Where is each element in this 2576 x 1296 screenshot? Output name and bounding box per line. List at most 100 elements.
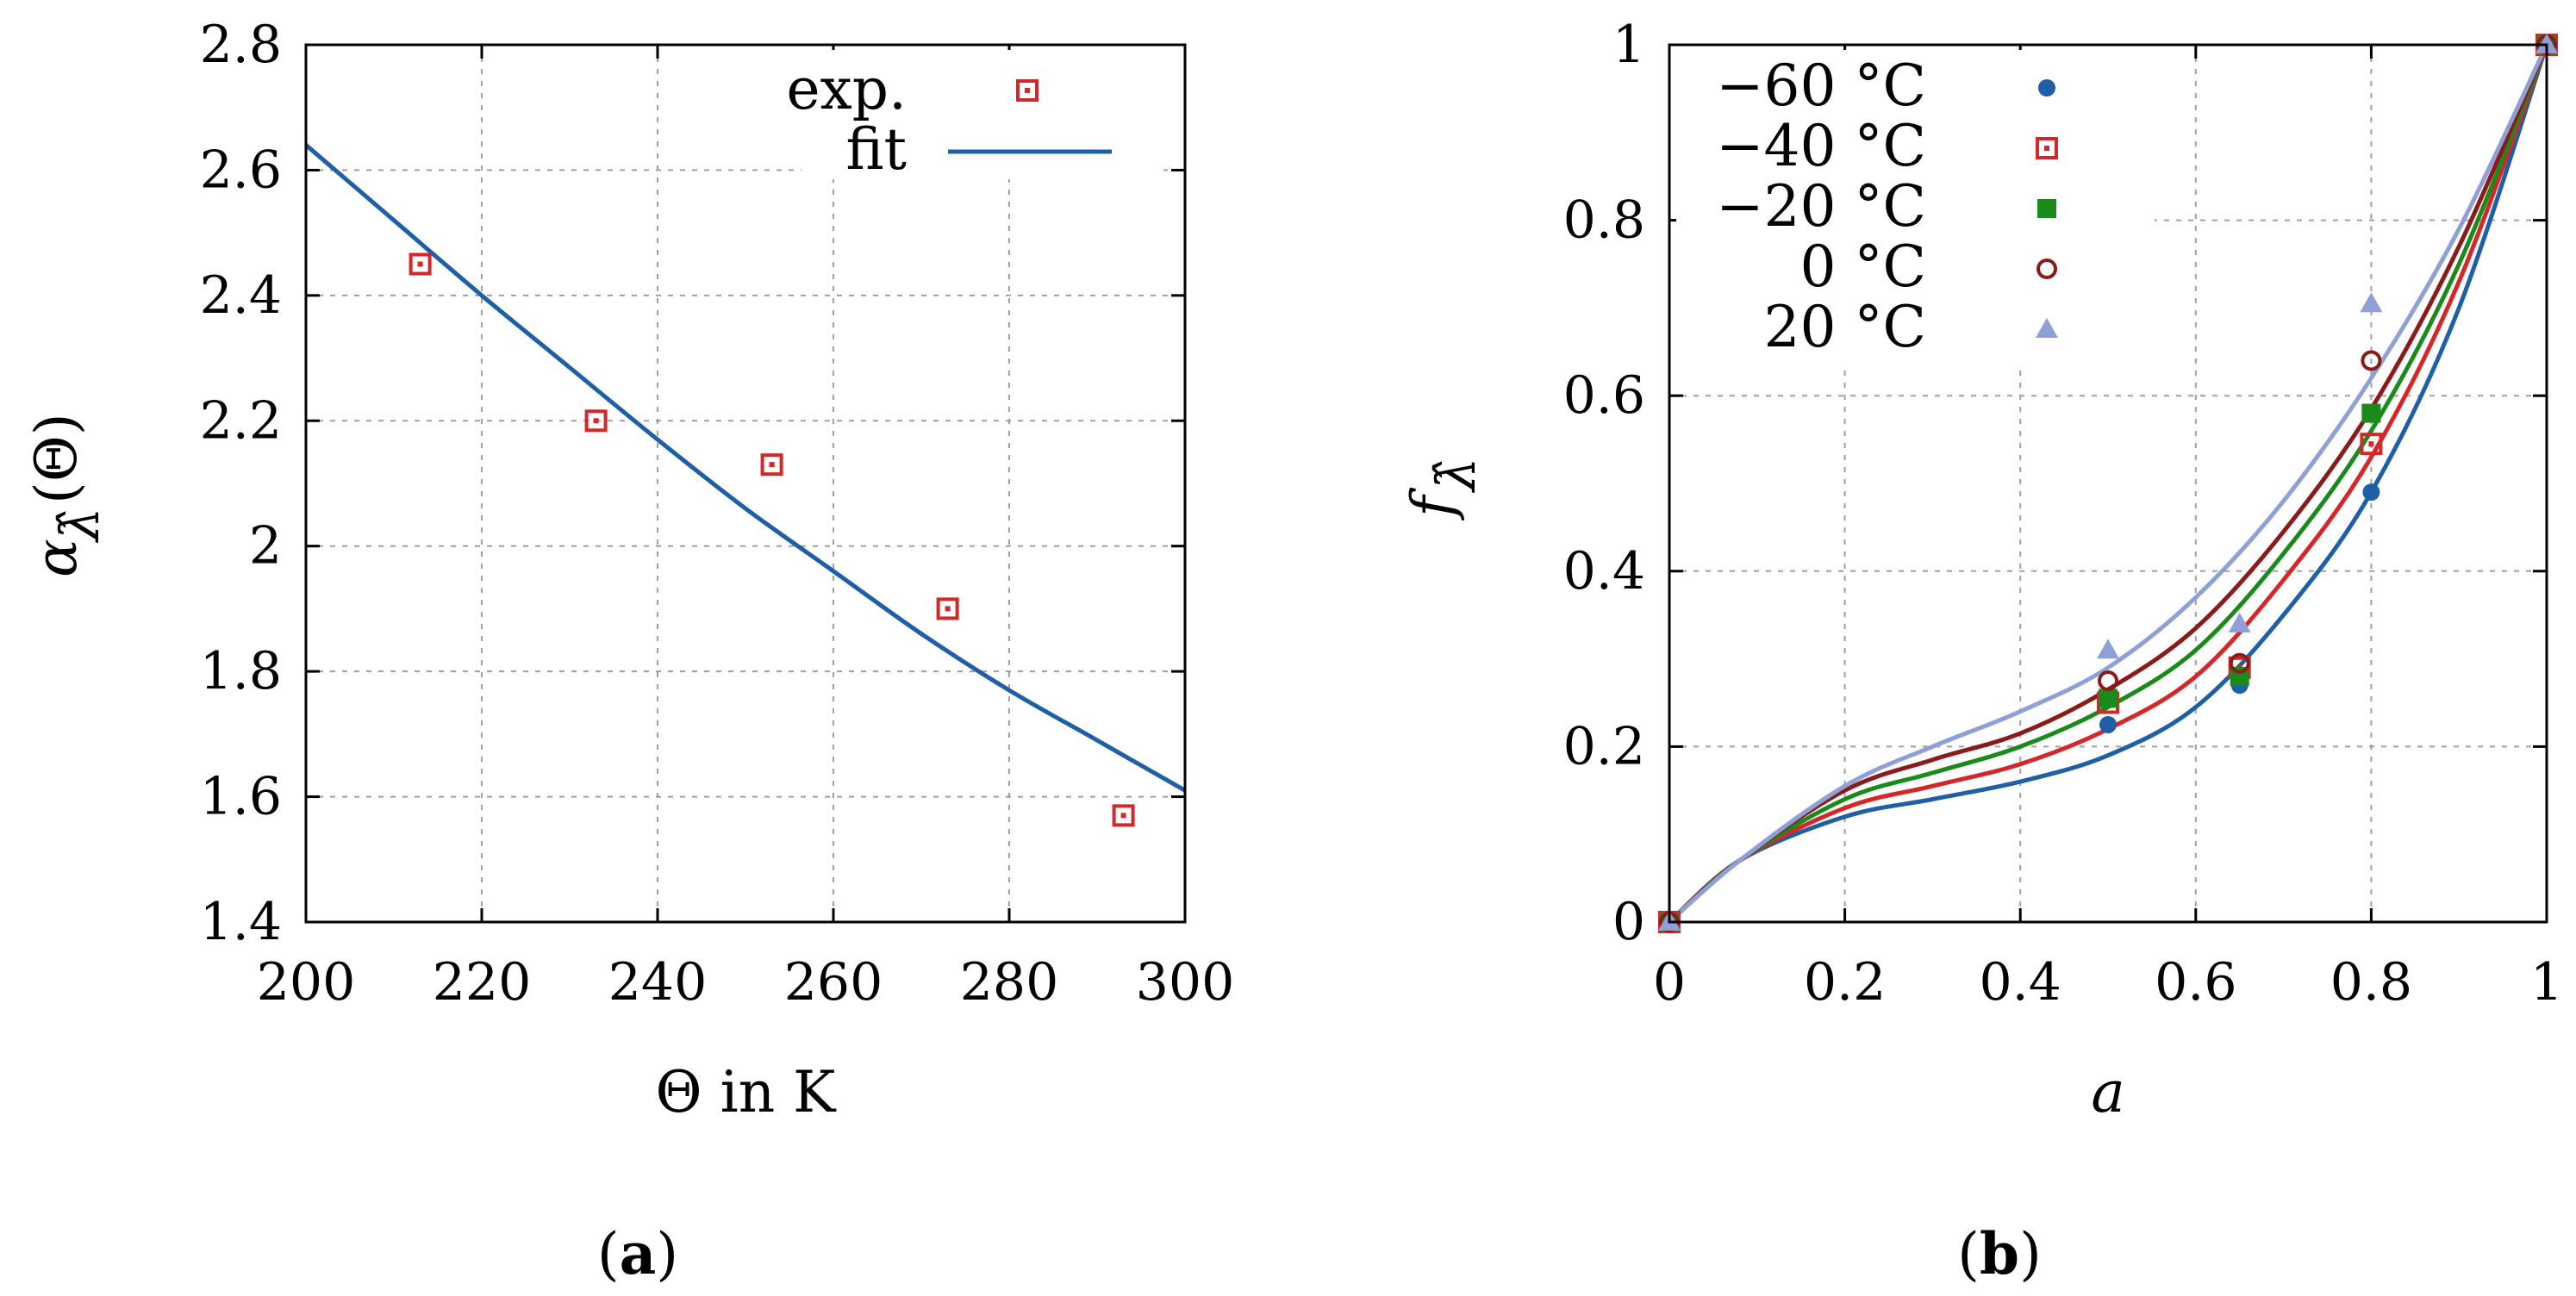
x-axis-label: a — [2091, 1059, 2124, 1125]
plot-frame — [1668, 43, 2548, 924]
exp-point-dot — [417, 261, 423, 267]
caption-paren: ( — [1957, 1221, 1980, 1287]
series-point-4 — [2228, 612, 2251, 632]
y-tick-label: 2.6 — [200, 140, 282, 200]
legend-label-exp: exp. — [786, 56, 907, 122]
series-point-3 — [2361, 350, 2382, 371]
series-point-1 — [2360, 433, 2383, 456]
caption-paren: ) — [656, 1221, 678, 1287]
exp-point-box — [936, 597, 959, 620]
exp-point-box — [760, 453, 783, 477]
series-point-2 — [2099, 688, 2118, 708]
panel-caption-b: (b) — [1957, 1220, 2042, 1287]
panel-caption-a: (a) — [597, 1220, 678, 1287]
exp-point-dot — [769, 462, 775, 468]
series-curve-2 — [1668, 44, 2549, 924]
y-tick-label: 0.6 — [1563, 365, 1645, 426]
legend-marker-1-box — [2036, 137, 2058, 159]
y-tick-label: 2 — [249, 516, 282, 576]
y-tick-label: 1 — [1612, 15, 1645, 75]
caption-letter: a — [620, 1220, 657, 1287]
exp-point-box — [1112, 804, 1135, 827]
legend-marker-2 — [2037, 199, 2056, 218]
caption-letter: b — [1980, 1220, 2019, 1287]
y-tick-label: 2.4 — [200, 265, 282, 326]
x-tick-label: 220 — [433, 952, 532, 1012]
plot-frame — [304, 43, 1187, 924]
y-tick-label: 0 — [1612, 892, 1645, 952]
x-tick-label: 0.2 — [1804, 952, 1886, 1012]
series-curve-1 — [1668, 44, 2549, 924]
y-tick-label: 2.8 — [200, 15, 282, 75]
exp-point-box — [584, 409, 608, 433]
y-tick-label: 1.8 — [200, 641, 282, 701]
series-point-3 — [2229, 652, 2250, 674]
legend-marker-1-dot — [2044, 146, 2049, 151]
x-tick-label: 0.8 — [2330, 952, 2412, 1012]
series-curve-0 — [1668, 44, 2549, 924]
series-point-1-dot — [2368, 441, 2374, 447]
y-axis-label: fλ̂ — [1400, 458, 1488, 521]
x-tick-label: 0.6 — [2155, 952, 2236, 1012]
series-curve-3 — [1668, 44, 2549, 924]
series-point-4 — [2097, 639, 2119, 659]
exp-point — [760, 453, 783, 477]
x-tick-label: 0 — [1653, 952, 1686, 1012]
x-tick-label: 240 — [608, 952, 708, 1012]
legend-box — [1676, 50, 2155, 369]
series-curve-4 — [1668, 43, 2549, 924]
legend-marker-exp-box — [1016, 79, 1039, 102]
caption-paren: ) — [2019, 1221, 2042, 1287]
series-point-3 — [2098, 670, 2118, 692]
y-tick-label: 0.8 — [1563, 190, 1645, 251]
legend-marker-0 — [2038, 79, 2055, 97]
exp-point-box — [409, 252, 432, 276]
legend-marker-4 — [2036, 318, 2058, 338]
series-point-0 — [2099, 715, 2117, 733]
legend-box — [801, 50, 1163, 179]
y-axis-label-subscript: λ̂ — [1425, 458, 1488, 494]
y-axis-label: αλ̂ (Θ) — [23, 413, 111, 577]
y-tick-label: 1.4 — [200, 892, 282, 952]
series-point-1-box — [2360, 433, 2383, 456]
y-tick-label: 1.6 — [200, 767, 282, 827]
legend-label-3: 0 °C — [1800, 234, 1926, 300]
legend-label-1: −40 °C — [1716, 113, 1926, 179]
y-axis-label-symbol: f — [1400, 487, 1466, 521]
legend-marker-1 — [2036, 137, 2058, 159]
legend-marker-exp-dot — [1025, 88, 1030, 93]
series-point-4 — [2360, 292, 2383, 313]
exp-point-dot — [1120, 813, 1126, 819]
exp-point — [409, 252, 432, 276]
x-tick-label: 300 — [1136, 952, 1235, 1012]
y-axis-label-symbol: α — [23, 539, 90, 577]
y-tick-label: 0.2 — [1563, 716, 1645, 776]
exp-point — [584, 409, 608, 433]
y-axis-label-argument: (Θ) — [23, 413, 90, 504]
exp-point-dot — [945, 606, 951, 612]
fit-curve — [304, 143, 1187, 793]
series-point-2 — [2361, 403, 2381, 423]
series-point-0 — [2362, 483, 2380, 502]
legend-marker-3 — [2036, 259, 2057, 279]
legend-label-4: 20 °C — [1764, 294, 1926, 360]
x-axis-label: Θ in K — [656, 1059, 838, 1125]
y-tick-label: 2.2 — [200, 390, 282, 451]
panel-a: 200 220 240 260 280 300 1.4 1.6 1.8 2 2.2 2.4 2.6 2.8… — [23, 15, 1234, 1287]
x-tick-label: 280 — [960, 952, 1059, 1012]
y-tick-label: 0.4 — [1563, 541, 1645, 601]
y-axis-label-subscript: λ̂ — [48, 508, 111, 544]
caption-paren: ( — [597, 1221, 620, 1287]
legend-label-0: −60 °C — [1716, 53, 1926, 119]
legend-label-2: −20 °C — [1716, 173, 1926, 240]
x-tick-label: 1 — [2530, 952, 2563, 1012]
exp-point — [1112, 804, 1135, 827]
x-tick-label: 200 — [257, 952, 356, 1012]
legend-label-fit: fit — [845, 116, 907, 183]
exp-point-dot — [593, 418, 599, 424]
legend-marker-exp — [1016, 79, 1039, 102]
x-tick-label: 260 — [784, 952, 883, 1012]
panel-b: 0 0.2 0.4 0.6 0.8 1 0 0.2 0.4 0.6 0.8 1 −60 °C−40 °C… — [1400, 15, 2563, 1287]
x-tick-label: 0.4 — [1979, 952, 2061, 1012]
